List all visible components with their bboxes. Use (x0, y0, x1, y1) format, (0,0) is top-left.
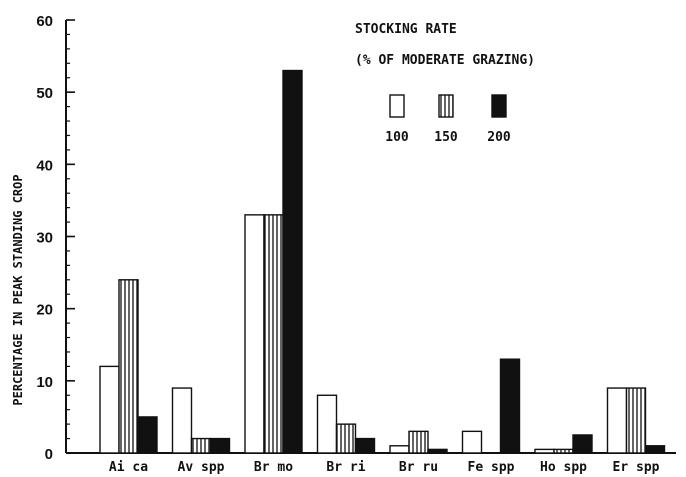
bar-av-spp-100 (171, 387, 193, 454)
bar-fe-spp-100 (461, 430, 483, 454)
bar-br-ru-200 (427, 448, 448, 454)
bars (99, 69, 666, 454)
y-tick-label: 40 (36, 157, 53, 174)
bar-av-spp-200 (209, 437, 231, 454)
bar-ho-spp-150 (553, 448, 574, 454)
bar-br-mo-150 (263, 214, 284, 454)
legend-title-line2: (% OF MODERATE GRAZING) (355, 53, 535, 68)
bar-br-ri-150 (335, 423, 357, 454)
bar-br-mo-100 (244, 214, 265, 454)
bar-er-spp-100 (606, 387, 628, 454)
y-tick-label: 50 (36, 85, 53, 102)
bar-ai-ca-150 (118, 279, 139, 454)
y-axis-label: PERCENTAGE IN PEAK STANDING CROP (11, 174, 25, 405)
bar-br-ru-150 (408, 430, 429, 454)
x-category-label: Ho spp (540, 460, 587, 475)
legend-items: 100 150 200 (385, 94, 511, 145)
legend-label-100: 100 (385, 130, 409, 145)
y-tick-label: 30 (36, 230, 53, 247)
legend-label-200: 200 (487, 130, 511, 145)
y-tick-label: 20 (36, 302, 53, 319)
legend-swatch-100 (389, 94, 405, 118)
x-category-label: Fe spp (468, 460, 515, 475)
x-category-label: Ai ca (109, 460, 148, 475)
legend-swatch-150 (438, 94, 454, 118)
x-category-label: Br ru (399, 460, 438, 475)
x-category-label: Av spp (178, 460, 225, 475)
axes (65, 20, 676, 454)
bar-ho-spp-200 (572, 434, 593, 454)
bar-fe-spp-200 (499, 358, 521, 454)
x-category-label: Er spp (613, 460, 660, 475)
y-tick-label: 60 (36, 13, 53, 30)
bar-er-spp-150 (625, 387, 647, 454)
legend-swatch-200 (491, 94, 507, 118)
legend-label-150: 150 (434, 130, 458, 145)
bar-br-ri-100 (316, 394, 338, 454)
y-tick-label: 10 (36, 374, 53, 391)
legend-title-line1: STOCKING RATE (355, 22, 457, 37)
x-category-labels: Ai ca Av spp Br mo Br ri Br ru Fe spp Ho spp Er… (109, 460, 660, 475)
legend: STOCKING RATE (% OF MODERATE GRAZING) 10… (355, 22, 535, 145)
bar-ai-ca-100 (99, 365, 120, 454)
x-category-label: Br mo (254, 460, 293, 475)
x-category-label: Br ri (326, 460, 365, 475)
bar-br-ri-200 (354, 437, 376, 454)
bar-br-ru-100 (389, 445, 410, 454)
y-tick-labels: 0 10 20 30 40 50 60 (36, 13, 53, 463)
bar-br-mo-200 (282, 69, 303, 454)
bar-ho-spp-100 (534, 448, 555, 454)
major-ticks (66, 19, 75, 454)
bar-av-spp-150 (190, 437, 212, 454)
y-tick-label: 0 (45, 446, 53, 463)
bar-ai-ca-200 (137, 416, 158, 454)
bar-er-spp-200 (644, 445, 666, 454)
